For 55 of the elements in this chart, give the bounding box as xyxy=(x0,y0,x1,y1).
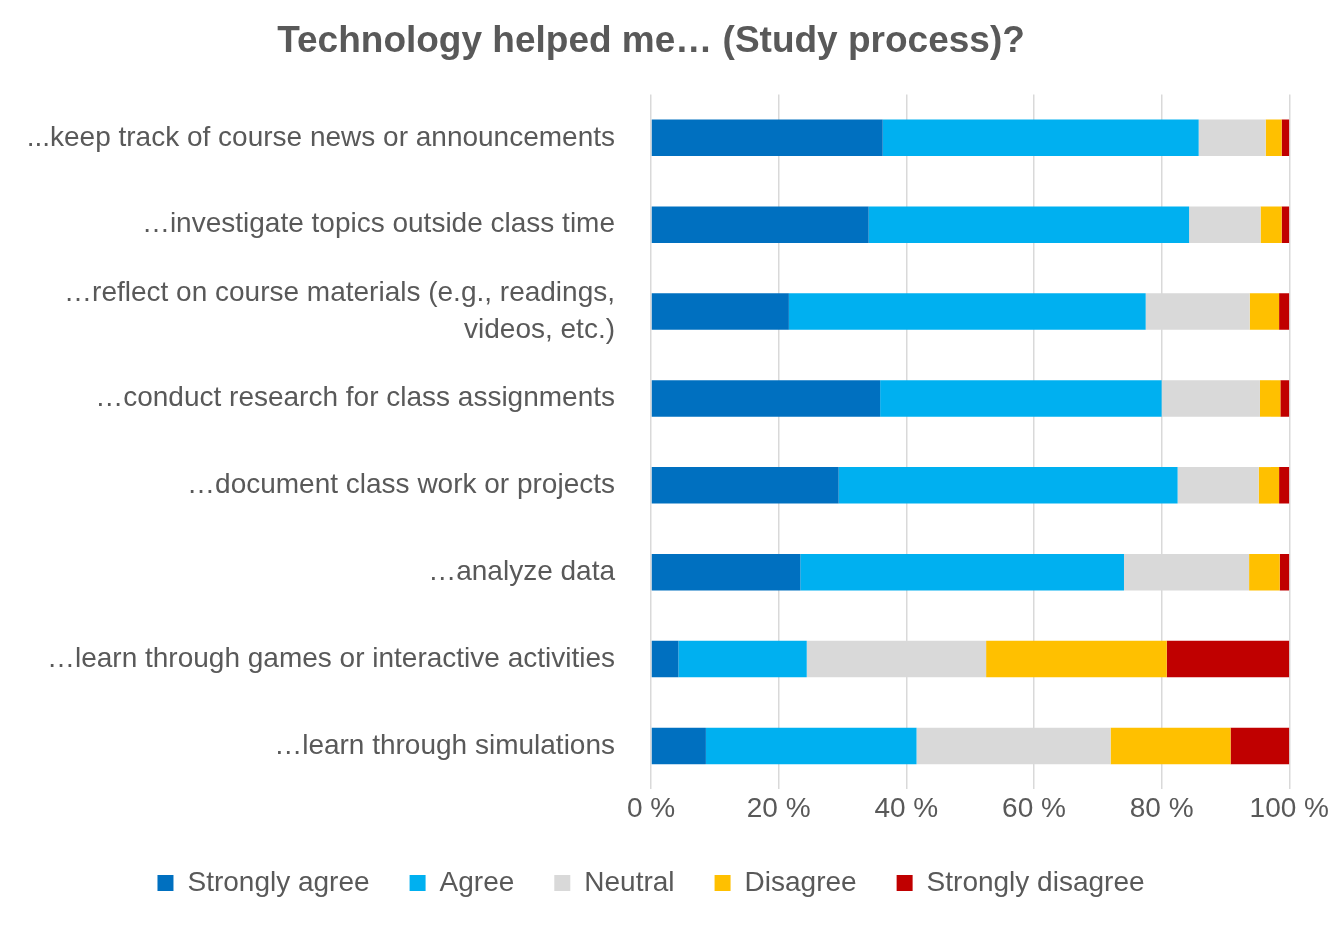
bar xyxy=(880,380,1162,417)
bar xyxy=(1279,293,1290,330)
bar xyxy=(838,467,1178,504)
bar xyxy=(678,640,807,678)
x-tick-label: 40 % xyxy=(874,791,939,823)
bar xyxy=(882,119,1199,157)
bar xyxy=(651,206,869,243)
bar xyxy=(1166,640,1290,678)
bar xyxy=(651,380,881,417)
bar xyxy=(651,293,789,330)
y-tick-label: …investigate topics outside class time xyxy=(141,207,615,239)
bar xyxy=(1198,119,1266,157)
bar xyxy=(1189,206,1261,243)
bar xyxy=(651,119,883,157)
bar xyxy=(705,727,917,765)
bar xyxy=(1279,467,1290,504)
bar xyxy=(800,553,1124,591)
bar xyxy=(651,553,801,591)
bar xyxy=(1249,293,1280,330)
y-tick-label: …conduct research for class assignments xyxy=(95,381,615,413)
bar xyxy=(1279,553,1290,591)
bar xyxy=(1110,727,1231,765)
y-tick-label: …learn through games or interactive activities xyxy=(46,641,615,673)
x-tick-label: 0 % xyxy=(626,791,676,823)
legend-label: Strongly disagree xyxy=(926,865,1145,897)
bar xyxy=(1265,119,1282,157)
chart-title: Technology helped me… (Study process)? xyxy=(277,19,1025,61)
x-tick-label: 60 % xyxy=(1002,791,1066,823)
bar xyxy=(651,727,706,765)
bar xyxy=(1280,380,1290,417)
bar xyxy=(788,293,1146,330)
bar xyxy=(651,640,679,678)
legend-label: Strongly agree xyxy=(187,865,370,897)
legend-label: Agree xyxy=(439,865,515,897)
bar xyxy=(1260,206,1282,243)
bar xyxy=(1249,553,1280,591)
bar xyxy=(1259,380,1281,417)
x-tick-label: 20 % xyxy=(746,791,811,823)
bar xyxy=(1258,467,1280,504)
bar xyxy=(1281,206,1290,243)
x-tick-label: 100 % xyxy=(1249,791,1330,823)
bar xyxy=(1230,727,1290,765)
bar xyxy=(651,467,839,504)
x-tick-label: 80 % xyxy=(1129,791,1194,823)
legend-label: Disagree xyxy=(744,865,857,897)
legend-label: Neutral xyxy=(584,865,675,897)
y-tick-label: …document class work or projects xyxy=(187,468,615,500)
y-tick-label: ...keep track of course news or announcements xyxy=(26,120,615,152)
bar xyxy=(868,206,1190,243)
y-tick-label: …reflect on course materials (e.g., readings, videos, etc.) xyxy=(64,276,615,344)
y-tick-label: …analyze data xyxy=(428,554,616,586)
bar xyxy=(1177,467,1259,504)
bar xyxy=(986,640,1167,678)
bar xyxy=(1281,119,1290,157)
y-tick-label: …learn through simulations xyxy=(274,728,615,760)
